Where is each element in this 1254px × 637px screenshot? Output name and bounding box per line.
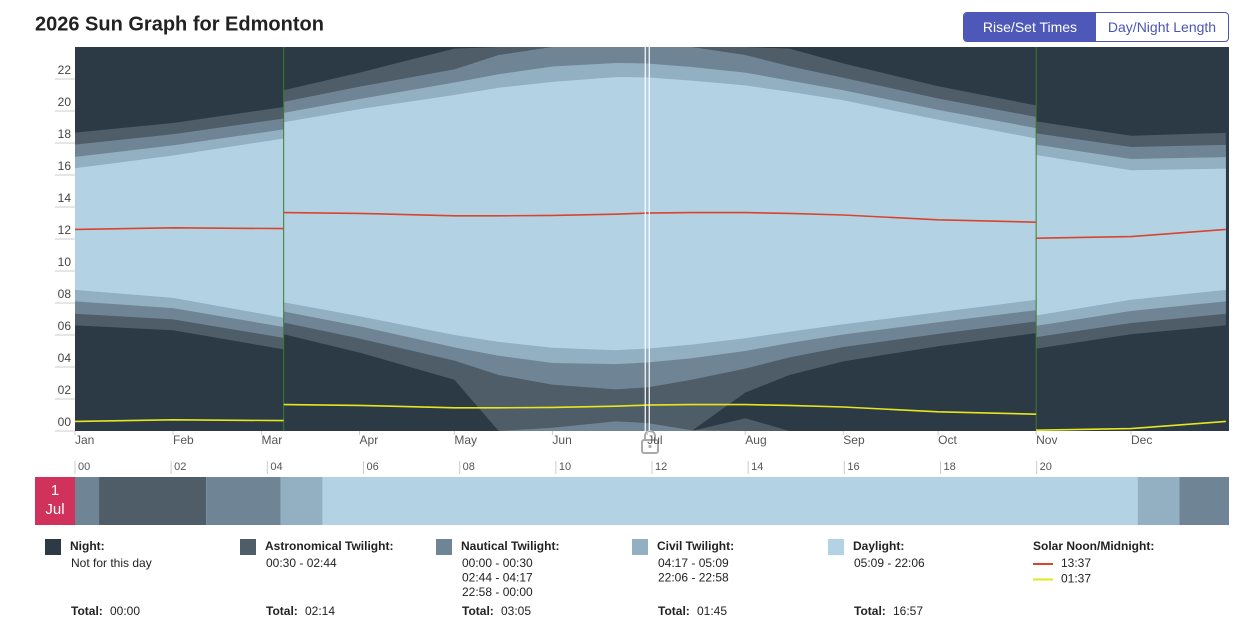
hour-tick-label: 06: [367, 461, 379, 473]
legend-label: Civil Twilight:: [657, 539, 734, 553]
x-tick-label: Oct: [938, 433, 957, 447]
legend-time: 02:44 - 04:17: [462, 571, 533, 585]
solar-line: [283, 403, 1037, 415]
page-title: 2026 Sun Graph for Edmonton: [35, 13, 324, 35]
day-segment: [1137, 477, 1180, 525]
y-tick-label: 00: [58, 415, 72, 429]
solar-line: [75, 418, 284, 423]
legend-time: 13:37: [1061, 556, 1091, 570]
legend-swatch: [436, 539, 452, 555]
legend-time: Not for this day: [71, 556, 152, 570]
x-tick-label: Aug: [745, 433, 766, 447]
x-tick-label: Mar: [262, 433, 283, 447]
legend-time: 05:09 - 22:06: [854, 556, 925, 570]
day-segment: [322, 477, 1138, 525]
legend-time: 22:58 - 00:00: [462, 585, 533, 599]
x-tick-label: May: [454, 433, 477, 447]
y-tick-label: 08: [58, 287, 72, 301]
legend-time: 00:00 - 00:30: [462, 556, 533, 570]
hour-tick-label: 02: [174, 461, 186, 473]
x-tick-label: Sep: [843, 433, 865, 447]
total-label: Total:: [854, 604, 886, 618]
day-segment: [99, 477, 207, 525]
x-tick-label: Feb: [173, 433, 194, 447]
plot-area: [75, 47, 1229, 431]
hour-tick-label: 14: [751, 461, 763, 473]
y-tick-label: 22: [58, 63, 72, 77]
x-tick-label: Apr: [360, 433, 379, 447]
hour-tick-label: 08: [463, 461, 475, 473]
solar-line: [1036, 420, 1226, 431]
solar-line: [283, 211, 1037, 223]
hour-tick-label: 16: [847, 461, 859, 473]
y-tick-label: 06: [58, 319, 72, 333]
total-label: Total:: [71, 604, 103, 618]
hour-tick-label: 12: [655, 461, 667, 473]
date-badge: [35, 477, 75, 525]
legend-label: Solar Noon/Midnight:: [1033, 539, 1154, 553]
legend-swatch: [240, 539, 256, 555]
legend-time: 04:17 - 05:09: [658, 556, 729, 570]
view-toggle: Rise/Set Times Day/Night Length: [963, 12, 1229, 42]
lock-icon: [641, 430, 659, 454]
total-label: Total:: [266, 604, 298, 618]
total-value: 00:00: [110, 604, 140, 618]
hour-tick-label: 10: [559, 461, 571, 473]
date-day: 1: [51, 482, 59, 499]
legend-swatch: [632, 539, 648, 555]
y-tick-label: 20: [58, 95, 72, 109]
solar-line: [1036, 228, 1226, 239]
x-tick-label: Jun: [552, 433, 571, 447]
total-label: Total:: [462, 604, 494, 618]
hour-tick-label: 04: [270, 461, 282, 473]
y-tick-label: 16: [58, 159, 72, 173]
legend-label: Daylight:: [853, 539, 904, 553]
legend-label: Nautical Twilight:: [461, 539, 559, 553]
band-area-wrap: [75, 421, 1226, 431]
day-segment: [206, 477, 281, 525]
y-tick-label: 18: [58, 127, 72, 141]
toggle-button[interactable]: Rise/Set Times: [964, 13, 1096, 41]
x-tick-label: Jul: [647, 433, 662, 447]
solar-line: [75, 226, 284, 231]
y-tick-label: 04: [58, 351, 72, 365]
day-segment: [280, 477, 323, 525]
hour-tick-label: 00: [78, 461, 90, 473]
legend-time: 01:37: [1061, 572, 1091, 586]
legend-swatch: [828, 539, 844, 555]
hour-tick-label: 18: [944, 461, 956, 473]
x-tick-label: Dec: [1131, 433, 1152, 447]
y-tick-label: 12: [58, 223, 72, 237]
day-segment: [1179, 477, 1229, 525]
toggle-button[interactable]: Day/Night Length: [1107, 19, 1217, 35]
y-tick-label: 10: [58, 255, 72, 269]
total-value: 02:14: [305, 604, 335, 618]
total-value: 16:57: [893, 604, 923, 618]
date-month: Jul: [45, 501, 64, 518]
legend-label: Astronomical Twilight:: [265, 539, 393, 553]
total-label: Total:: [658, 604, 690, 618]
total-value: 03:05: [501, 604, 531, 618]
y-tick-label: 02: [58, 383, 72, 397]
x-tick-label: Jan: [75, 433, 94, 447]
y-tick-label: 14: [58, 191, 72, 205]
legend-time: 00:30 - 02:44: [266, 556, 337, 570]
legend-time: 22:06 - 22:58: [658, 571, 729, 585]
legend-swatch: [45, 539, 61, 555]
legend-label: Night:: [70, 539, 105, 553]
total-value: 01:45: [697, 604, 727, 618]
hour-tick-label: 20: [1040, 461, 1052, 473]
x-tick-label: Nov: [1036, 433, 1057, 447]
day-segment: [75, 477, 100, 525]
